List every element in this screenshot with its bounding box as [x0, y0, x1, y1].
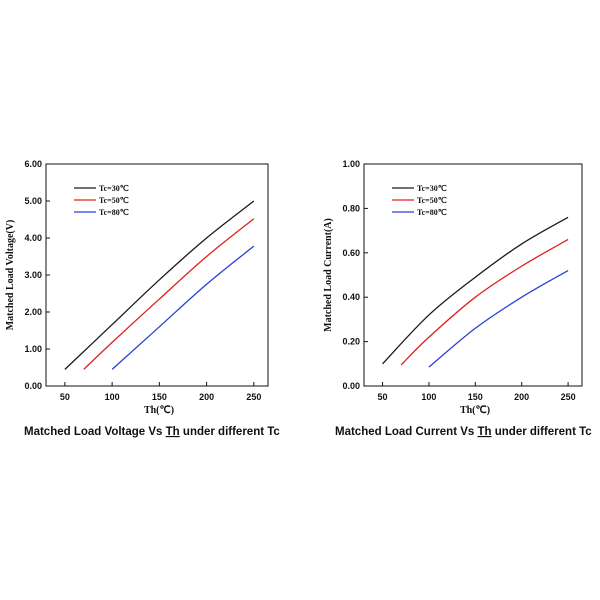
y-tick-label: 2.00: [24, 307, 42, 317]
x-tick-label: 150: [468, 392, 483, 402]
caption-part: Matched Load Voltage Vs: [24, 426, 166, 438]
voltage-chart: 50 100 150 200 250 0.00 1.00 2.00 3.00 4.00 5.00 6.…: [5, 159, 280, 438]
x-tick-label: 100: [105, 392, 120, 402]
legend-label: Tc=50℃: [417, 196, 447, 205]
legend-label: Tc=80℃: [417, 208, 447, 217]
chart-caption: Matched Load Current Vs Th under differe…: [335, 426, 592, 438]
y-tick-label: 0.20: [342, 337, 360, 347]
caption-part: under different Tc: [492, 426, 593, 438]
x-tick-label: 100: [421, 392, 436, 402]
x-tick-label: 250: [246, 392, 261, 402]
y-axis-label: Matched Load Voltage(V): [5, 220, 16, 331]
legend-label: Tc=80℃: [99, 208, 129, 217]
series-line-1: [382, 216, 569, 365]
chart-caption: Matched Load Voltage Vs Th under differe…: [24, 426, 280, 438]
x-tick-label: 150: [152, 392, 167, 402]
y-tick-label: 4.00: [24, 233, 42, 243]
x-tick-label: 50: [378, 392, 388, 402]
series-line-3: [428, 269, 569, 368]
plot-frame: [363, 163, 583, 387]
caption-part: Matched Load Current Vs: [335, 426, 478, 438]
legend-label: Tc=30℃: [99, 184, 129, 193]
series-line-1: [64, 200, 255, 370]
y-tick-label: 3.00: [24, 270, 42, 280]
x-axis-label: Th(℃): [460, 405, 490, 416]
x-tick-label: 200: [199, 392, 214, 402]
x-tick-label: 250: [561, 392, 576, 402]
caption-part: Th: [478, 426, 492, 438]
series-line-3: [111, 245, 255, 370]
y-tick-label: 5.00: [24, 196, 42, 206]
x-tick-label: 50: [60, 392, 70, 402]
y-tick-label: 0.00: [24, 381, 42, 391]
y-tick-label: 1.00: [24, 344, 42, 354]
caption-part: under different Tc: [180, 426, 281, 438]
x-axis-label: Th(℃): [144, 405, 174, 416]
y-tick-label: 1.00: [342, 159, 360, 169]
y-tick-label: 0.80: [342, 203, 360, 213]
y-tick-label: 6.00: [24, 159, 42, 169]
series-line-2: [400, 238, 569, 366]
y-tick-label: 0.00: [342, 381, 360, 391]
y-tick-label: 0.40: [342, 292, 360, 302]
series-line-2: [83, 218, 255, 370]
legend-label: Tc=30℃: [417, 184, 447, 193]
legend-label: Tc=50℃: [99, 196, 129, 205]
x-tick-label: 200: [514, 392, 529, 402]
y-axis-label: Matched Load Current(A): [323, 218, 334, 332]
current-chart: 50 100 150 200 250 0.00 0.20 0.40 0.60 0.80 1.00 Th…: [323, 159, 592, 438]
y-tick-label: 0.60: [342, 248, 360, 258]
caption-part: Th: [166, 426, 180, 438]
